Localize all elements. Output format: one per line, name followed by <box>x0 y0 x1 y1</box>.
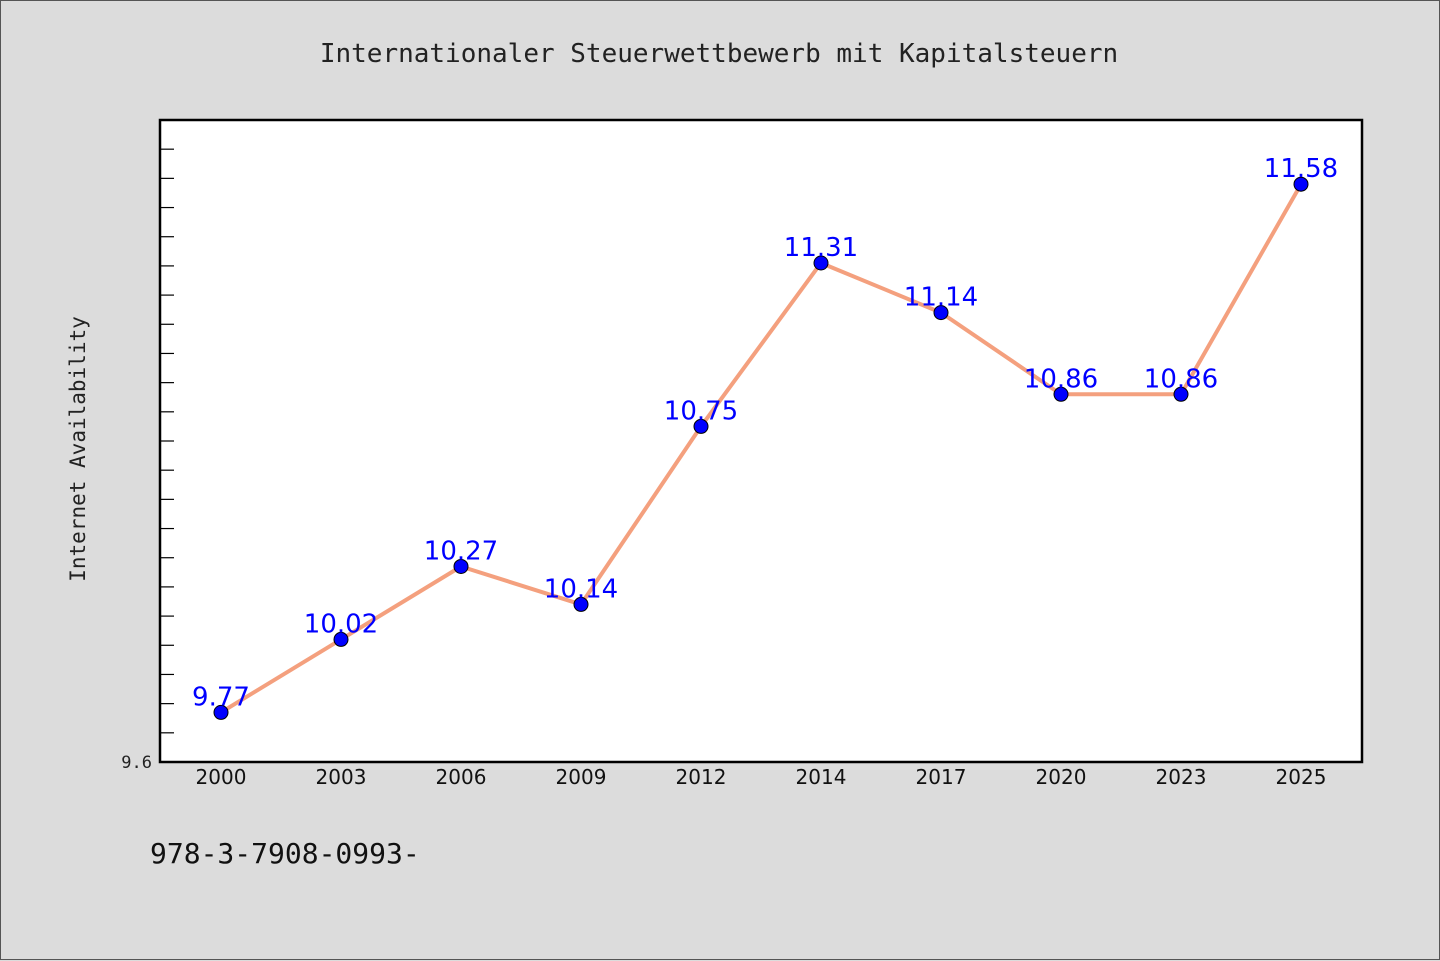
data-label: 11.14 <box>904 283 978 313</box>
data-labels: 9.77 10.02 10.27 10.14 10.75 11.31 11.14 10.86 1… <box>192 154 1338 712</box>
data-point <box>1173 386 1189 402</box>
plot-area <box>158 118 1364 764</box>
data-label: 10.14 <box>544 574 618 604</box>
x-tick-label: 2023 <box>1156 765 1207 789</box>
y-axis-ticks: 9.6 <box>121 148 174 773</box>
x-axis-tick-labels: 2000 2003 2006 2009 2012 2014 2017 2020 2023 2025 <box>196 765 1327 789</box>
isbn-text: 978-3-7908-0993- <box>150 837 420 870</box>
data-label: 10.75 <box>664 396 738 426</box>
data-point <box>1053 386 1069 402</box>
x-tick-label: 2003 <box>316 765 367 789</box>
data-point <box>333 631 349 647</box>
data-label: 11.58 <box>1264 154 1338 184</box>
data-point <box>813 255 829 271</box>
x-tick-label: 2017 <box>916 765 967 789</box>
data-label: 10.86 <box>1024 364 1098 394</box>
data-point <box>573 596 589 612</box>
data-point <box>933 305 949 321</box>
data-label: 9.77 <box>192 682 250 712</box>
y-axis-label: Internet Availability <box>66 316 90 582</box>
x-tick-label: 2025 <box>1276 765 1327 789</box>
chart-title: Internationaler Steuerwettbewerb mit Kap… <box>320 39 1118 69</box>
data-label: 10.86 <box>1144 364 1218 394</box>
x-tick-label: 2009 <box>556 765 607 789</box>
data-points <box>213 176 1309 720</box>
series-line <box>219 183 1303 715</box>
data-point <box>453 558 469 574</box>
data-point <box>213 704 229 720</box>
x-tick-label: 2006 <box>436 765 487 789</box>
data-label: 11.31 <box>784 233 858 263</box>
data-label: 10.27 <box>424 536 498 566</box>
x-tick-label: 2020 <box>1036 765 1087 789</box>
data-label: 10.02 <box>304 609 378 639</box>
data-point <box>693 418 709 434</box>
y-tick-label: 9.6 <box>121 753 152 773</box>
x-tick-label: 2012 <box>676 765 727 789</box>
x-tick-label: 2014 <box>796 765 847 789</box>
x-tick-label: 2000 <box>196 765 247 789</box>
data-point <box>1293 176 1309 192</box>
